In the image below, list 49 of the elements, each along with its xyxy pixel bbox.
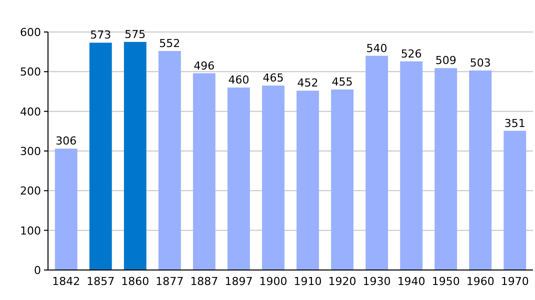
data-label: 503	[470, 56, 491, 70]
x-tick-label: 1857	[86, 275, 115, 288]
bar	[469, 70, 492, 270]
x-tick-label: 1842	[52, 275, 80, 288]
bar	[400, 61, 423, 270]
bar	[228, 88, 250, 270]
x-tick-label: 1970	[500, 275, 529, 288]
x-tick-label: 1930	[362, 275, 391, 288]
x-tick-label: 1877	[156, 275, 184, 288]
x-tick-label: 1960	[466, 275, 494, 288]
bar	[296, 90, 319, 270]
x-tick-label: 1887	[190, 275, 218, 288]
data-label: 540	[366, 42, 388, 55]
y-tick-label: 100	[20, 224, 41, 238]
y-tick-label: 0	[34, 264, 41, 277]
bar	[504, 130, 526, 270]
y-tick-label: 600	[20, 26, 41, 39]
data-label: 306	[56, 134, 77, 148]
bar	[124, 42, 146, 270]
bar	[158, 51, 181, 270]
data-label: 452	[297, 76, 318, 90]
data-label: 575	[124, 28, 146, 41]
x-tick-label: 1940	[397, 275, 426, 288]
data-label: 455	[332, 76, 353, 89]
bar	[331, 90, 354, 270]
x-tick-label: 1900	[259, 275, 288, 288]
bar	[366, 56, 388, 270]
x-tick-label: 1860	[121, 275, 150, 288]
y-tick-label: 300	[20, 145, 41, 158]
bar	[54, 148, 78, 270]
bar	[262, 86, 284, 270]
data-label: 460	[228, 74, 250, 87]
y-tick-label: 200	[20, 184, 41, 198]
x-tick-label: 1910	[294, 275, 322, 288]
y-tick-label: 500	[20, 66, 41, 79]
data-label: 552	[159, 37, 180, 50]
x-tick-label: 1897	[224, 275, 253, 288]
data-label: 465	[262, 72, 284, 85]
data-label: 509	[435, 54, 456, 68]
data-label: 351	[504, 116, 526, 130]
x-tick-label: 1950	[432, 275, 460, 288]
data-label: 573	[90, 28, 112, 42]
bar	[192, 73, 216, 270]
data-label: 526	[400, 47, 422, 60]
x-tick-label: 1920	[328, 275, 356, 288]
data-label: 496	[194, 59, 215, 72]
bar	[434, 68, 458, 270]
y-tick-label: 400	[20, 105, 41, 118]
bar	[89, 42, 112, 270]
